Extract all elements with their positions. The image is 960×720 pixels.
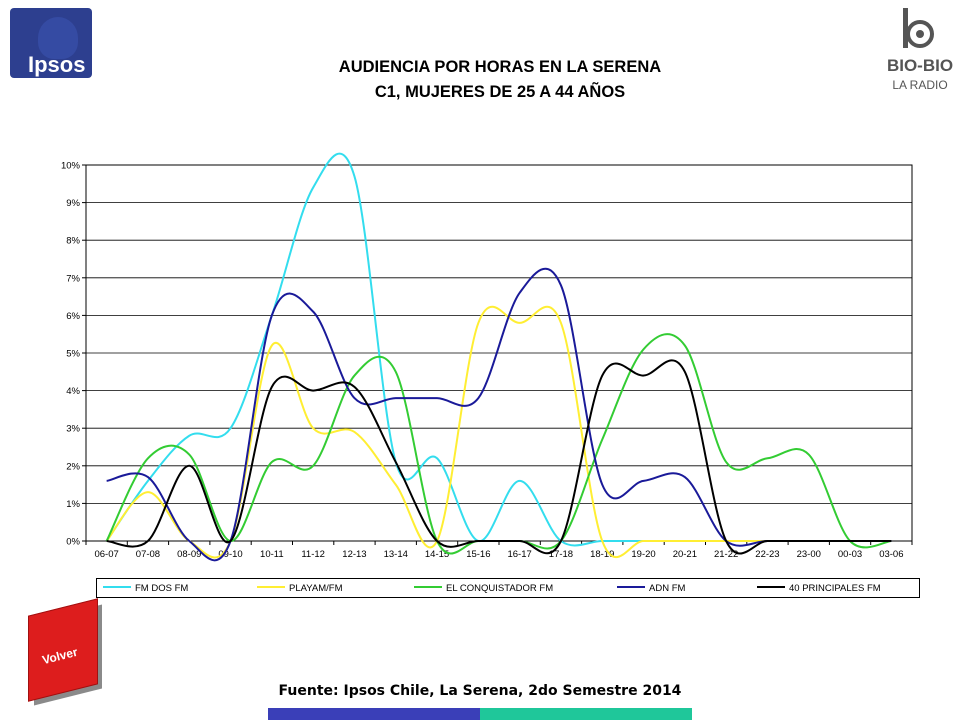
legend-swatch <box>757 586 785 589</box>
legend-item: EL CONQUISTADOR FM <box>414 582 553 595</box>
x-tick-label: 20-21 <box>673 549 697 560</box>
chart-legend: FM DOS FM PLAYAM/FM EL CONQUISTADOR FM ADN … <box>96 578 920 598</box>
legend-item: 40 PRINCIPALES FM <box>757 582 881 595</box>
legend-label: EL CONQUISTADOR FM <box>446 583 554 594</box>
legend-swatch <box>414 586 442 589</box>
x-tick-label: 17-18 <box>549 549 573 560</box>
ipsos-logo: Ipsos <box>10 8 92 78</box>
x-tick-label: 16-17 <box>507 549 531 560</box>
x-tick-label: 22-23 <box>755 549 779 560</box>
legend-label: ADN FM <box>649 583 686 594</box>
x-tick-label: 15-16 <box>466 549 490 560</box>
y-tick-label: 9% <box>66 198 80 209</box>
y-tick-label: 10% <box>61 161 81 172</box>
legend-item: PLAYAM/FM <box>257 582 343 595</box>
chart-title-line2: C1, MUJERES DE 25 A 44 AÑOS <box>374 83 626 101</box>
legend-swatch <box>257 586 285 589</box>
y-tick-label: 3% <box>66 424 80 435</box>
y-tick-label: 5% <box>66 349 80 360</box>
biobio-radio-icon <box>903 8 934 48</box>
biobio-logo: BIO-BIO LA RADIO <box>885 6 955 101</box>
x-tick-label: 12-13 <box>342 549 366 560</box>
legend-item: ADN FM <box>617 582 685 595</box>
x-tick-label: 08-09 <box>177 549 201 560</box>
legend-swatch <box>103 586 131 589</box>
y-tick-label: 2% <box>66 461 80 472</box>
x-tick-label: 21-22 <box>714 549 738 560</box>
legend-label: 40 PRINCIPALES FM <box>789 583 881 594</box>
legend-swatch <box>617 586 645 589</box>
y-tick-label: 0% <box>66 537 80 548</box>
biobio-logo-name: BIO-BIO <box>886 56 954 75</box>
x-tick-label: 23-00 <box>797 549 821 560</box>
y-tick-label: 6% <box>66 311 80 322</box>
volver-button[interactable]: Volver <box>28 598 108 706</box>
biobio-logo-sub: LA RADIO <box>892 78 948 92</box>
legend-label: PLAYAM/FM <box>289 583 343 594</box>
y-tick-label: 4% <box>66 386 80 397</box>
y-tick-label: 1% <box>66 499 80 510</box>
chart-title: AUDIENCIA POR HORAS EN LA SERENA C1, MUJ… <box>220 55 780 105</box>
x-tick-label: 13-14 <box>384 549 408 560</box>
x-tick-label: 00-03 <box>838 549 862 560</box>
x-tick-label: 10-11 <box>260 549 284 560</box>
footer-bar-blue <box>268 708 480 720</box>
x-tick-label: 09-10 <box>218 549 242 560</box>
x-tick-label: 14-15 <box>425 549 449 560</box>
x-tick-label: 03-06 <box>879 549 903 560</box>
y-tick-label: 8% <box>66 236 80 247</box>
footer-bar-green <box>480 708 692 720</box>
legend-label: FM DOS FM <box>135 583 189 594</box>
source-note: Fuente: Ipsos Chile, La Serena, 2do Seme… <box>278 683 682 699</box>
x-tick-label: 11-12 <box>301 549 325 560</box>
series-line-3 <box>106 267 892 562</box>
series-line-4 <box>106 359 892 555</box>
x-tick-label: 18-19 <box>590 549 614 560</box>
x-tick-label: 19-20 <box>631 549 655 560</box>
y-tick-label: 7% <box>66 273 80 284</box>
x-tick-label: 07-08 <box>136 549 160 560</box>
chart-title-line1: AUDIENCIA POR HORAS EN LA SERENA <box>338 58 662 76</box>
legend-item: FM DOS FM <box>103 582 188 595</box>
ipsos-head-icon <box>38 17 78 59</box>
ipsos-logo-text: Ipsos <box>28 52 86 77</box>
x-tick-label: 06-07 <box>94 549 118 560</box>
